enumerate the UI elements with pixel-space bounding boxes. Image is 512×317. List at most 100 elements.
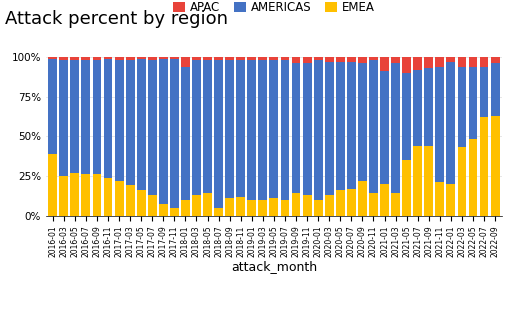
Bar: [126, 57, 135, 60]
Bar: [71, 173, 79, 216]
Bar: [369, 57, 378, 60]
Bar: [358, 63, 367, 181]
Bar: [93, 60, 101, 174]
Bar: [93, 174, 101, 216]
Bar: [59, 60, 68, 176]
Text: Attack percent by region: Attack percent by region: [5, 10, 228, 28]
Bar: [159, 57, 168, 59]
Bar: [137, 190, 145, 216]
Bar: [259, 57, 267, 60]
Bar: [48, 154, 57, 216]
Bar: [181, 200, 190, 216]
Bar: [237, 57, 245, 60]
Bar: [159, 204, 168, 216]
Legend: APAC, AMERICAS, EMEA: APAC, AMERICAS, EMEA: [168, 0, 379, 19]
Bar: [192, 60, 201, 195]
Bar: [303, 57, 311, 63]
Bar: [192, 57, 201, 60]
Bar: [292, 63, 301, 193]
Bar: [259, 60, 267, 200]
Bar: [148, 195, 157, 216]
Bar: [480, 57, 488, 67]
Bar: [380, 184, 389, 216]
X-axis label: attack_month: attack_month: [231, 260, 317, 273]
Bar: [148, 60, 157, 195]
Bar: [402, 57, 411, 73]
Bar: [181, 67, 190, 200]
Bar: [391, 193, 400, 216]
Bar: [170, 208, 179, 216]
Bar: [391, 57, 400, 63]
Bar: [325, 62, 334, 195]
Bar: [380, 57, 389, 71]
Bar: [458, 67, 466, 147]
Bar: [314, 60, 323, 200]
Bar: [480, 117, 488, 216]
Bar: [336, 190, 345, 216]
Bar: [292, 57, 301, 63]
Bar: [237, 197, 245, 216]
Bar: [480, 67, 488, 117]
Bar: [458, 147, 466, 216]
Bar: [81, 60, 90, 174]
Bar: [170, 57, 179, 59]
Bar: [115, 181, 123, 216]
Bar: [358, 181, 367, 216]
Bar: [435, 182, 444, 216]
Bar: [424, 68, 433, 146]
Bar: [71, 57, 79, 60]
Bar: [225, 198, 234, 216]
Bar: [181, 57, 190, 67]
Bar: [369, 60, 378, 193]
Bar: [424, 57, 433, 68]
Bar: [281, 60, 289, 200]
Bar: [281, 200, 289, 216]
Bar: [446, 57, 455, 62]
Bar: [247, 60, 256, 200]
Bar: [413, 57, 422, 70]
Bar: [126, 60, 135, 185]
Bar: [115, 57, 123, 60]
Bar: [468, 57, 477, 67]
Bar: [468, 67, 477, 139]
Bar: [71, 60, 79, 173]
Bar: [303, 63, 311, 195]
Bar: [347, 57, 356, 62]
Bar: [137, 59, 145, 190]
Bar: [192, 195, 201, 216]
Bar: [214, 208, 223, 216]
Bar: [380, 71, 389, 184]
Bar: [325, 57, 334, 62]
Bar: [225, 60, 234, 198]
Bar: [48, 59, 57, 154]
Bar: [225, 57, 234, 60]
Bar: [203, 193, 212, 216]
Bar: [148, 57, 157, 60]
Bar: [402, 73, 411, 160]
Bar: [468, 139, 477, 216]
Bar: [347, 189, 356, 216]
Bar: [237, 60, 245, 197]
Bar: [103, 59, 113, 178]
Bar: [369, 193, 378, 216]
Bar: [103, 57, 113, 59]
Bar: [446, 62, 455, 184]
Bar: [314, 57, 323, 60]
Bar: [214, 57, 223, 60]
Bar: [424, 146, 433, 216]
Bar: [126, 185, 135, 216]
Bar: [93, 57, 101, 60]
Bar: [269, 57, 279, 60]
Bar: [303, 195, 311, 216]
Bar: [435, 67, 444, 182]
Bar: [203, 57, 212, 60]
Bar: [59, 176, 68, 216]
Bar: [203, 60, 212, 193]
Bar: [247, 57, 256, 60]
Bar: [115, 60, 123, 181]
Bar: [413, 70, 422, 146]
Bar: [458, 57, 466, 67]
Bar: [170, 59, 179, 208]
Bar: [48, 57, 57, 59]
Bar: [59, 57, 68, 60]
